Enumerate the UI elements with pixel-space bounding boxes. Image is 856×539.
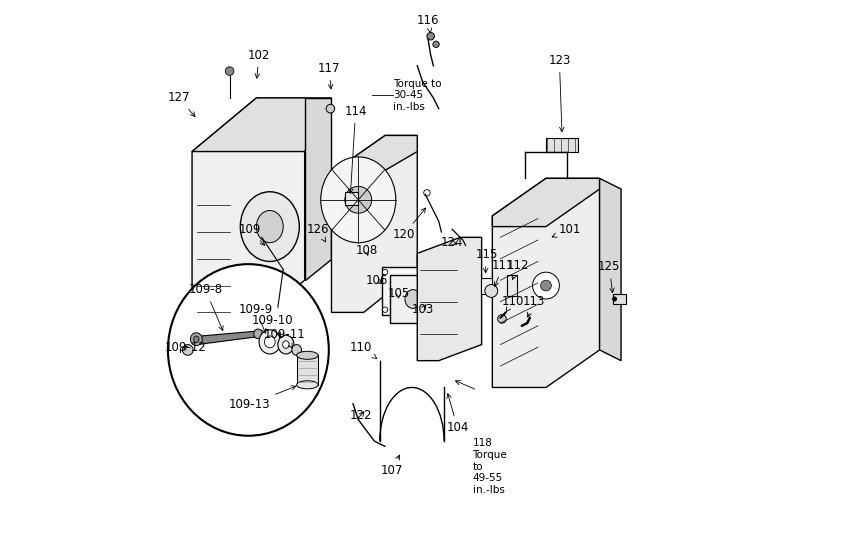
Text: 106: 106: [366, 274, 389, 287]
Text: 109-13: 109-13: [229, 386, 296, 411]
Ellipse shape: [292, 344, 301, 355]
Text: 116: 116: [417, 13, 439, 33]
Text: 107: 107: [381, 455, 403, 477]
Circle shape: [532, 272, 559, 299]
Text: 117: 117: [318, 62, 340, 89]
Text: 110: 110: [350, 341, 377, 358]
Text: 124: 124: [441, 236, 463, 249]
Circle shape: [612, 297, 617, 301]
Ellipse shape: [253, 329, 262, 338]
Polygon shape: [297, 355, 318, 385]
Polygon shape: [305, 98, 331, 280]
Text: 127: 127: [168, 92, 195, 116]
Text: 110: 110: [502, 295, 524, 312]
Polygon shape: [492, 178, 599, 388]
Circle shape: [420, 270, 425, 275]
Polygon shape: [417, 237, 482, 361]
Circle shape: [326, 105, 335, 113]
Ellipse shape: [259, 330, 281, 354]
Text: 126: 126: [306, 223, 330, 242]
Bar: [345, 192, 359, 205]
Circle shape: [541, 280, 551, 291]
FancyBboxPatch shape: [390, 275, 436, 323]
Text: 123: 123: [548, 54, 571, 132]
Text: 109-11: 109-11: [264, 328, 306, 348]
Ellipse shape: [321, 157, 395, 243]
Bar: [508, 275, 517, 296]
Text: 118
Torque
to
49-55
in.-lbs: 118 Torque to 49-55 in.-lbs: [473, 438, 508, 495]
Text: 102: 102: [248, 49, 270, 78]
Polygon shape: [331, 135, 417, 313]
Text: 101: 101: [552, 223, 581, 237]
Polygon shape: [331, 135, 417, 189]
Circle shape: [427, 32, 435, 40]
Text: 122: 122: [350, 409, 372, 422]
Polygon shape: [192, 98, 305, 334]
Text: 109-12: 109-12: [164, 341, 206, 354]
Text: 109-8: 109-8: [188, 284, 223, 330]
Ellipse shape: [193, 336, 199, 342]
Circle shape: [182, 344, 193, 355]
Ellipse shape: [265, 336, 275, 348]
Circle shape: [383, 270, 388, 275]
Text: 125: 125: [598, 260, 621, 293]
Polygon shape: [192, 98, 331, 151]
Text: 108: 108: [355, 244, 377, 257]
Text: 105: 105: [388, 287, 410, 300]
Circle shape: [225, 67, 234, 75]
Ellipse shape: [190, 333, 202, 345]
Circle shape: [497, 315, 506, 323]
Bar: [613, 294, 627, 305]
Circle shape: [420, 307, 425, 313]
Text: 111: 111: [492, 259, 514, 286]
Text: 109: 109: [239, 223, 265, 245]
Text: 112: 112: [507, 259, 529, 279]
FancyBboxPatch shape: [383, 267, 428, 315]
Circle shape: [345, 186, 372, 213]
Text: 120: 120: [393, 208, 425, 241]
Bar: [546, 138, 578, 151]
Text: 109-9: 109-9: [238, 303, 272, 333]
Bar: [480, 278, 492, 294]
Ellipse shape: [168, 264, 329, 436]
Text: 115: 115: [475, 248, 497, 273]
Text: 114: 114: [344, 105, 367, 194]
Text: 113: 113: [523, 295, 545, 317]
Polygon shape: [599, 178, 621, 361]
Ellipse shape: [278, 335, 294, 354]
Ellipse shape: [241, 192, 300, 261]
Circle shape: [433, 41, 439, 47]
Polygon shape: [492, 178, 599, 226]
Ellipse shape: [395, 281, 412, 300]
Circle shape: [484, 285, 497, 298]
Circle shape: [424, 190, 431, 196]
Ellipse shape: [282, 341, 289, 348]
Ellipse shape: [297, 351, 318, 360]
Ellipse shape: [405, 289, 421, 308]
Ellipse shape: [257, 211, 283, 243]
Text: 104: 104: [446, 393, 469, 434]
Polygon shape: [192, 331, 259, 344]
Text: Torque to
30-45
in.-lbs: Torque to 30-45 in.-lbs: [393, 79, 442, 112]
Text: 103: 103: [412, 303, 434, 316]
Circle shape: [383, 307, 388, 313]
Text: 109-10: 109-10: [252, 314, 294, 337]
Ellipse shape: [297, 381, 318, 389]
